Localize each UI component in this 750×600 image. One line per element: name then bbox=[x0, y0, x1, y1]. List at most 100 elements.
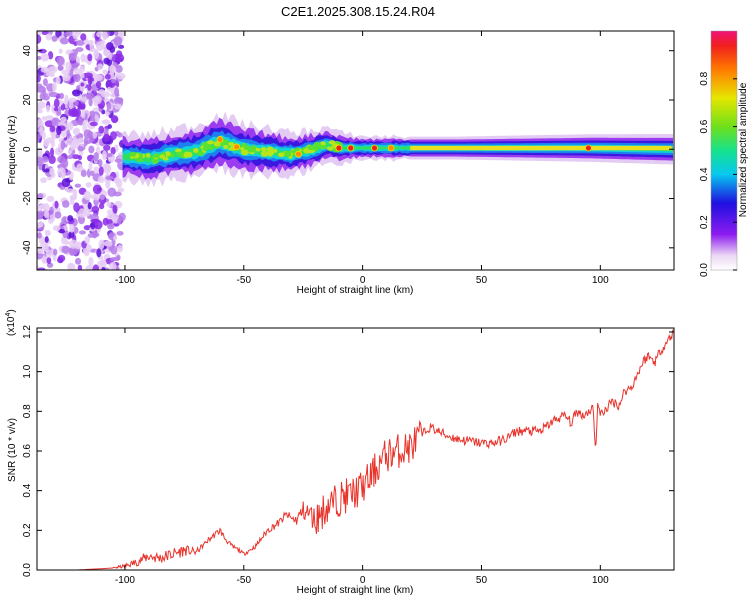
spectrogram-peak bbox=[585, 144, 592, 152]
spectrogram-noise-speckle bbox=[91, 205, 100, 214]
snr-y-label: SNR (10 * v/v) bbox=[7, 418, 18, 482]
snr-x-label: Height of straight line (km) bbox=[297, 585, 414, 596]
spectrogram-noise-speckle bbox=[41, 89, 47, 95]
spectrogram-noise-speckle bbox=[49, 125, 56, 133]
spectrogram-noise-speckle bbox=[113, 176, 120, 184]
snr-y-tick-label: 0.4 bbox=[22, 483, 33, 497]
spectrogram-noise-speckle bbox=[46, 257, 52, 265]
spectrogram-noise-speckle bbox=[106, 86, 115, 92]
spectrogram-band-blob bbox=[273, 148, 278, 153]
spectrogram-noise-speckle bbox=[44, 168, 50, 173]
spectrogram-band-blob bbox=[266, 146, 274, 153]
spectrogram-noise-speckle bbox=[117, 187, 125, 193]
spectrogram-noise-speckle bbox=[88, 97, 93, 107]
spectrogram-noise-speckle bbox=[71, 154, 81, 160]
spectrogram-band-blob bbox=[159, 154, 166, 159]
spectrogram-noise-speckle bbox=[77, 103, 86, 110]
spectrogram-noise-speckle bbox=[45, 71, 55, 77]
spectrogram-noise-speckle bbox=[45, 249, 53, 258]
spectrogram-noise-speckle bbox=[97, 175, 105, 184]
spectrogram-noise-speckle bbox=[48, 66, 58, 74]
spectrogram-noise-speckle bbox=[116, 230, 124, 236]
spectrogram-band-blob bbox=[319, 144, 327, 150]
spectrogram-noise-speckle bbox=[103, 57, 110, 65]
spectrogram-noise-speckle bbox=[88, 145, 95, 154]
spectrogram-noise-speckle bbox=[107, 124, 112, 129]
spectrogram-noise-speckle bbox=[93, 49, 100, 60]
spectrogram-noise-speckle bbox=[97, 63, 104, 70]
spectrogram-noise-speckle bbox=[114, 87, 120, 97]
spectrogram-noise-speckle bbox=[110, 245, 118, 255]
spectrogram-band-blob bbox=[290, 149, 298, 154]
spectrogram-noise-speckle bbox=[37, 55, 42, 61]
spectrogram-noise-speckle bbox=[49, 213, 56, 222]
spectrogram-band-blob bbox=[153, 153, 160, 158]
spectrogram-noise-speckle bbox=[76, 163, 83, 173]
spectrogram-noise-speckle bbox=[72, 127, 81, 136]
spectrogram-noise-speckle bbox=[47, 51, 54, 60]
spectrogram-noise-speckle bbox=[37, 34, 42, 44]
spectrogram-noise-speckle bbox=[90, 194, 96, 199]
spectrogram-noise-speckle bbox=[117, 217, 122, 225]
spectrogram-noise-speckle bbox=[81, 109, 86, 119]
spectrogram-band-blob bbox=[278, 152, 285, 158]
spectrogram-noise-speckle bbox=[113, 191, 122, 197]
spectrogram-noise-speckle bbox=[80, 33, 87, 41]
spectrogram-band-blob bbox=[313, 141, 322, 148]
spectrogram-noise-speckle bbox=[105, 175, 114, 180]
spectrogram-noise-speckle bbox=[99, 194, 105, 201]
colorbar-label: Normalized spectral amplitude bbox=[738, 82, 749, 217]
snr-x-tick-label: 100 bbox=[592, 575, 609, 586]
spectrogram-noise-speckle bbox=[76, 40, 85, 46]
spectrogram-noise-speckle bbox=[69, 196, 75, 205]
spectrogram-noise-speckle bbox=[90, 170, 95, 177]
spectrogram-noise-speckle bbox=[73, 73, 81, 83]
spectrogram-band-layer bbox=[122, 135, 674, 166]
spectrogram-noise-speckle bbox=[96, 248, 102, 258]
snr-y-scale-note: (x104) bbox=[5, 309, 17, 336]
spectrogram-noise-speckle bbox=[37, 205, 43, 212]
spectrogram-noise-speckle bbox=[96, 31, 103, 38]
snr-scale-prefix: (x10 bbox=[6, 316, 17, 336]
spectrogram-noise-speckle bbox=[62, 200, 70, 208]
spectrogram-noise-speckle bbox=[103, 240, 113, 247]
spectrogram-x-ticks: -100 -50 0 50 100 bbox=[115, 31, 609, 286]
spectrogram-noise-speckle bbox=[43, 138, 50, 147]
snr-y-ticks: 0.0 0.2 0.4 0.6 0.8 1.0 1.2 bbox=[22, 325, 674, 577]
spectrogram-noise-speckle bbox=[61, 178, 71, 188]
spectrogram-band-blob bbox=[206, 140, 215, 145]
spectrogram-noise-speckle bbox=[69, 239, 78, 249]
spectrogram-noise-speckle bbox=[49, 206, 54, 215]
spectrogram-y-tick-label: -40 bbox=[22, 240, 33, 255]
spectrogram-noise-speckle bbox=[100, 259, 107, 269]
spectrogram-noise-speckle bbox=[84, 236, 91, 244]
spectrogram-band-blob bbox=[314, 147, 319, 152]
spectrogram-noise-speckle bbox=[92, 264, 100, 270]
spectrogram-noise-speckle bbox=[77, 264, 83, 270]
spectrogram-band-blob bbox=[307, 146, 315, 151]
spectrogram-noise-speckle bbox=[55, 76, 61, 85]
colorbar: 0.0 0.2 0.4 0.6 0.8 Normalized spectral ampl… bbox=[699, 30, 749, 277]
spectrogram-noise-speckle bbox=[65, 61, 72, 72]
spectrogram-noise-speckle bbox=[58, 65, 63, 71]
spectrogram-panel: -100 -50 0 50 100 -40 -20 0 20 40 Height of stra… bbox=[7, 30, 675, 296]
spectrogram-noise-speckle bbox=[86, 94, 93, 100]
spectrogram-noise-speckle bbox=[60, 116, 67, 122]
spectrogram-noise-speckle bbox=[37, 103, 41, 112]
spectrogram-noise-speckle bbox=[110, 131, 117, 141]
spectrogram-noise-speckle bbox=[53, 98, 60, 109]
spectrogram-noise-speckle bbox=[58, 228, 66, 234]
spectrogram-noise-speckle bbox=[114, 103, 122, 110]
spectrogram-noise-speckle bbox=[51, 118, 57, 127]
spectrogram-noise-speckle bbox=[116, 72, 126, 80]
snr-plot-area bbox=[37, 328, 674, 570]
spectrogram-band-blob bbox=[164, 151, 171, 157]
spectrogram-noise-speckle bbox=[85, 264, 94, 270]
spectrogram-noise-speckle bbox=[102, 119, 110, 124]
spectrogram-band-blob bbox=[326, 146, 334, 151]
colorbar-tick-label: 0.6 bbox=[699, 119, 710, 133]
spectrogram-peak bbox=[335, 144, 343, 152]
spectrogram-band-blob bbox=[247, 147, 256, 153]
spectrogram-noise-speckle bbox=[74, 100, 79, 107]
